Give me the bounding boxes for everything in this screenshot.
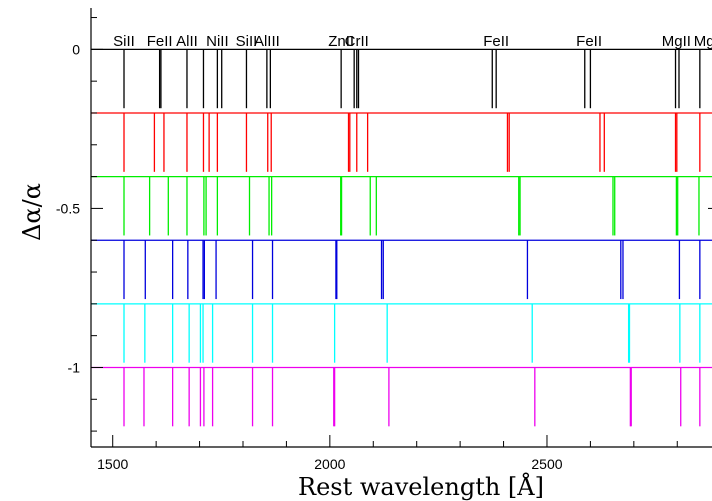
line-label: MgII xyxy=(662,33,691,50)
y-tick-label: 0 xyxy=(72,41,80,57)
axis-ticks: 1500 2000 2500 0 -0.5 -1 xyxy=(56,17,712,472)
y-tick-label: -0.5 xyxy=(56,200,80,216)
y-axis-title: Δα/α xyxy=(18,183,46,241)
line-label: AlIII xyxy=(254,33,280,50)
series-5 xyxy=(91,366,712,427)
line-label: FeII xyxy=(576,33,602,50)
series-0 xyxy=(91,48,712,109)
x-axis-title: Rest wavelength [Å] xyxy=(298,472,544,501)
x-tick-label: 2500 xyxy=(531,456,562,472)
line-label: ZnII xyxy=(328,33,354,50)
plot-frame xyxy=(90,8,712,448)
line-label: AlII xyxy=(176,33,198,50)
x-tick-label: 1500 xyxy=(97,456,128,472)
series-3 xyxy=(91,239,712,300)
line-label: CrII xyxy=(345,33,369,50)
x-tick-label: 2000 xyxy=(314,456,345,472)
line-label: SiII xyxy=(236,33,258,50)
plot-area xyxy=(91,48,712,427)
y-tick-label: -1 xyxy=(68,359,81,375)
series-2 xyxy=(91,175,712,236)
line-label: SiII xyxy=(113,33,135,50)
series-4 xyxy=(91,303,712,363)
line-label: Mg xyxy=(694,33,712,50)
line-label: NiII xyxy=(206,33,229,50)
series-1 xyxy=(91,112,712,172)
line-label: FeII xyxy=(147,33,173,50)
line-label: FeII xyxy=(483,33,509,50)
